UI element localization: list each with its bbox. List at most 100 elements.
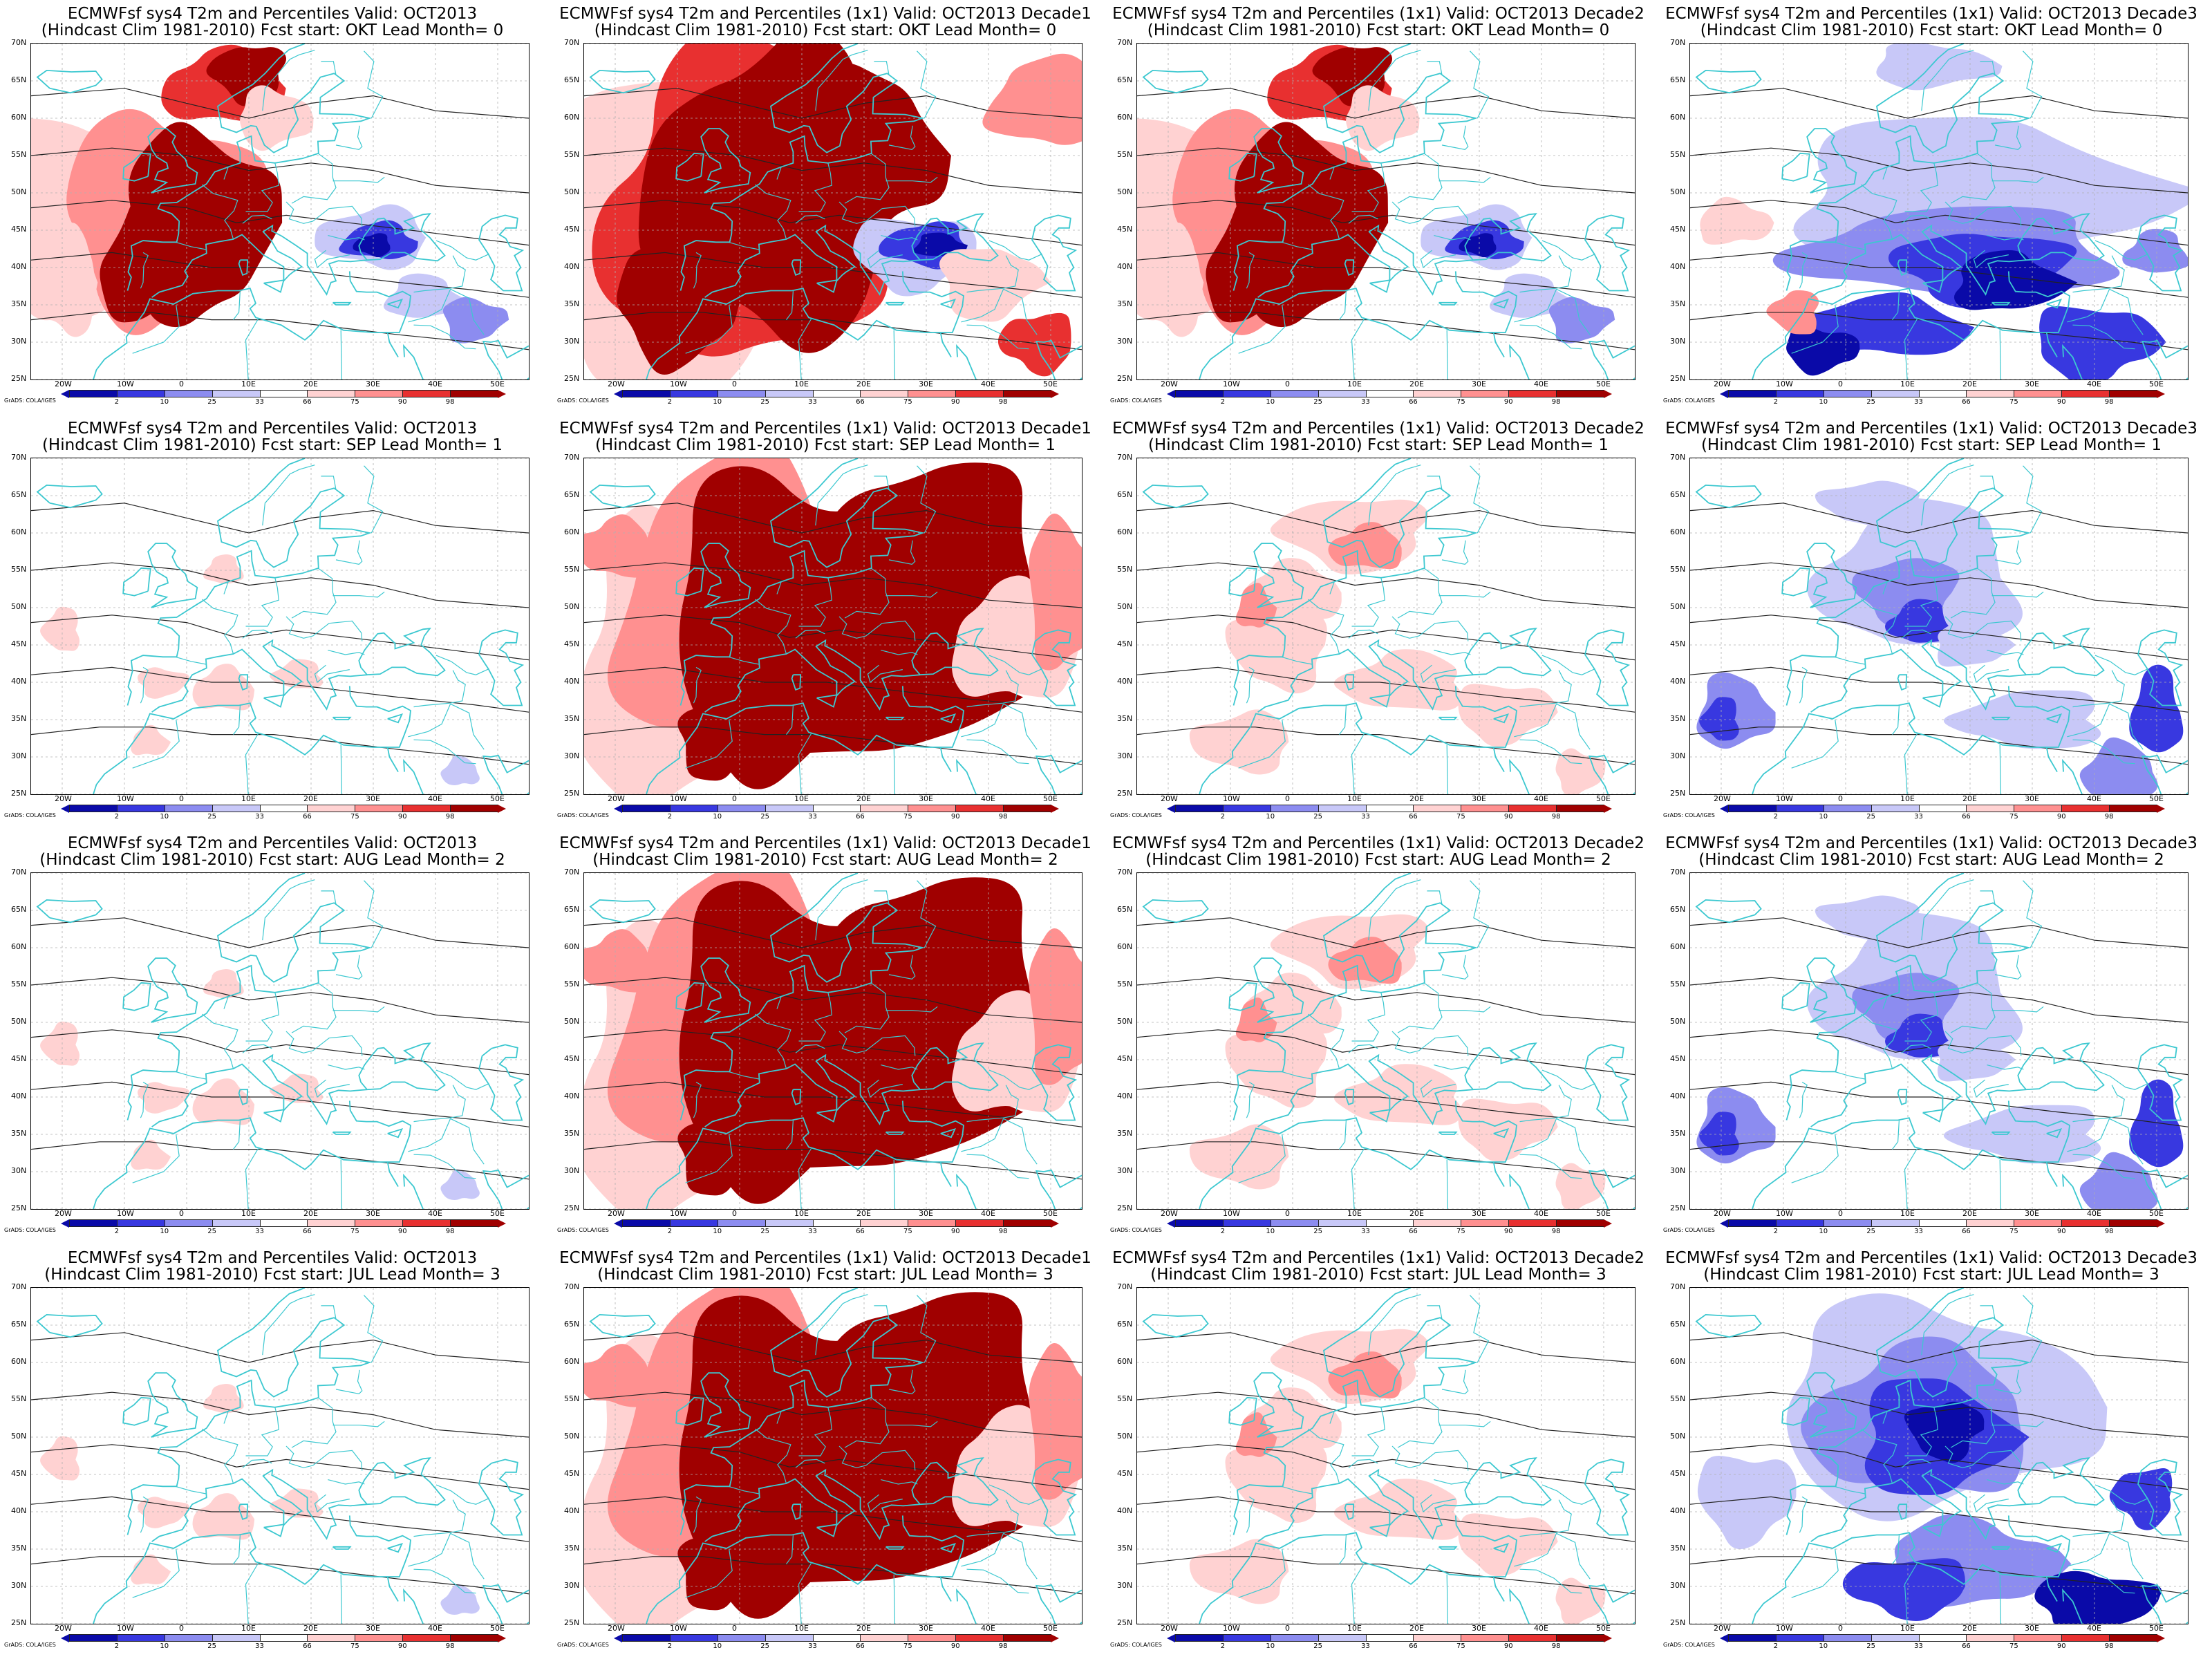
- country-border: [1944, 1445, 2022, 1471]
- lon-label: 0: [732, 379, 737, 388]
- coastline: [939, 1161, 952, 1188]
- colorbar-tick-label: 90: [1503, 1642, 1513, 1650]
- colorbar-segment: [2061, 390, 2110, 397]
- isotherm-contour: [1137, 88, 1635, 119]
- lon-label: 20E: [856, 1624, 871, 1633]
- lat-label: 25N: [1670, 1203, 1686, 1212]
- lon-label: 40E: [1534, 794, 1548, 803]
- lon-label: 20E: [1409, 379, 1424, 388]
- country-border: [888, 1369, 916, 1395]
- panel-subtitle: (Hindcast Clim 1981-2010) Fcst start: JU…: [44, 1266, 500, 1284]
- colorbar-segment: [955, 1219, 1004, 1227]
- isotherm-contour: [584, 200, 1082, 246]
- colorbar-tick-label: 33: [1361, 1642, 1370, 1650]
- colorbar-low-arrow: [1167, 1219, 1175, 1228]
- lat-label: 35N: [1670, 1544, 1686, 1553]
- colorbar-tick-label: 10: [1819, 398, 1828, 406]
- coastline: [2046, 298, 2063, 309]
- country-border: [1514, 1118, 1557, 1152]
- country-border: [1397, 982, 1443, 1033]
- lon-label: 30E: [366, 1209, 380, 1218]
- lat-label: 45N: [564, 1469, 580, 1478]
- map-canvas: [31, 873, 529, 1209]
- lon-label: 10E: [794, 1209, 809, 1218]
- isotherm-contour: [584, 562, 1082, 608]
- lon-label: 10E: [1347, 1209, 1362, 1218]
- grads-credit: GrADS: COLA/IGES: [557, 1227, 609, 1233]
- coastline: [2137, 1044, 2184, 1121]
- anomaly-shading: [1333, 1479, 1462, 1540]
- country-border: [132, 719, 180, 769]
- lon-label: 50E: [490, 379, 505, 388]
- isotherm-contour: [31, 917, 529, 948]
- isotherm-contour: [584, 917, 1082, 948]
- country-border: [413, 1499, 466, 1537]
- country-border: [1397, 568, 1443, 619]
- coastline: [1035, 339, 1082, 379]
- country-border: [1861, 1428, 1897, 1484]
- isotherm-contour: [1690, 147, 2188, 194]
- colorbar-tick-label: 66: [856, 813, 865, 821]
- lat-label: 40N: [1117, 1091, 1133, 1100]
- country-border: [450, 1118, 485, 1165]
- country-border: [364, 465, 384, 534]
- lat-label: 45N: [11, 639, 27, 648]
- colorbar-segment: [2061, 1219, 2110, 1227]
- isotherm-contour: [1690, 88, 2188, 119]
- anomaly-shading: [1699, 1112, 1739, 1156]
- coastline: [1897, 1503, 1908, 1520]
- map-canvas: [1690, 1288, 2188, 1624]
- lat-label: 50N: [564, 187, 580, 196]
- isotherm-contour: [1137, 562, 1635, 608]
- lat-label: 60N: [1117, 1357, 1133, 1366]
- lon-label: 30E: [366, 379, 380, 388]
- colorbar-tick-label: 75: [1456, 1642, 1465, 1650]
- coastline: [36, 484, 103, 509]
- lon-label: 40E: [1534, 379, 1548, 388]
- anomaly-shading: [40, 606, 80, 651]
- country-border: [1427, 476, 1443, 490]
- percentile-map: [30, 458, 529, 795]
- lon-label: 20W: [55, 794, 72, 803]
- country-border: [2109, 288, 2144, 335]
- country-border: [140, 252, 149, 289]
- country-border: [1514, 1533, 1557, 1567]
- country-border: [786, 1120, 794, 1150]
- colorbar-tick-label: 33: [1361, 398, 1370, 406]
- country-border: [2094, 1484, 2148, 1505]
- country-border: [413, 324, 476, 350]
- coastline: [1253, 1372, 1304, 1438]
- coastline: [2062, 344, 2083, 379]
- lon-label: 20W: [1714, 1209, 1731, 1218]
- country-border: [1519, 1499, 1572, 1537]
- coastline: [36, 899, 103, 924]
- colorbar-tick-label: 66: [303, 1228, 312, 1235]
- colorbar-tick-label: 66: [856, 398, 865, 406]
- lon-label: 30E: [919, 1209, 933, 1218]
- lat-label: 65N: [564, 905, 580, 914]
- lon-label: 50E: [490, 794, 505, 803]
- coastline: [386, 332, 399, 358]
- colorbar-segment: [1222, 390, 1271, 397]
- forecast-panel: ECMWFsf sys4 T2m and Percentiles (1x1) V…: [1662, 1246, 2201, 1653]
- coastline: [1806, 128, 1857, 194]
- country-border: [1003, 1118, 1038, 1165]
- isotherm-contour: [31, 1332, 529, 1363]
- coastline: [2141, 1584, 2188, 1624]
- anomaly-shading: [997, 312, 1071, 377]
- lon-label: 10E: [241, 379, 256, 388]
- country-border: [881, 1479, 918, 1485]
- lat-label: 60N: [11, 113, 27, 122]
- country-border: [1892, 1120, 1900, 1150]
- country-border: [893, 744, 896, 794]
- coastline: [2137, 1459, 2184, 1536]
- lon-label: 50E: [1043, 1624, 1058, 1633]
- country-border: [245, 733, 259, 794]
- country-border: [1308, 599, 1344, 655]
- colorbar-tick-label: 10: [160, 813, 169, 821]
- country-border: [175, 1485, 207, 1494]
- grads-credit: GrADS: COLA/IGES: [4, 1227, 56, 1233]
- country-border: [1944, 616, 2022, 641]
- coastline: [1922, 279, 1944, 293]
- colorbar-tick-label: 75: [903, 1642, 912, 1650]
